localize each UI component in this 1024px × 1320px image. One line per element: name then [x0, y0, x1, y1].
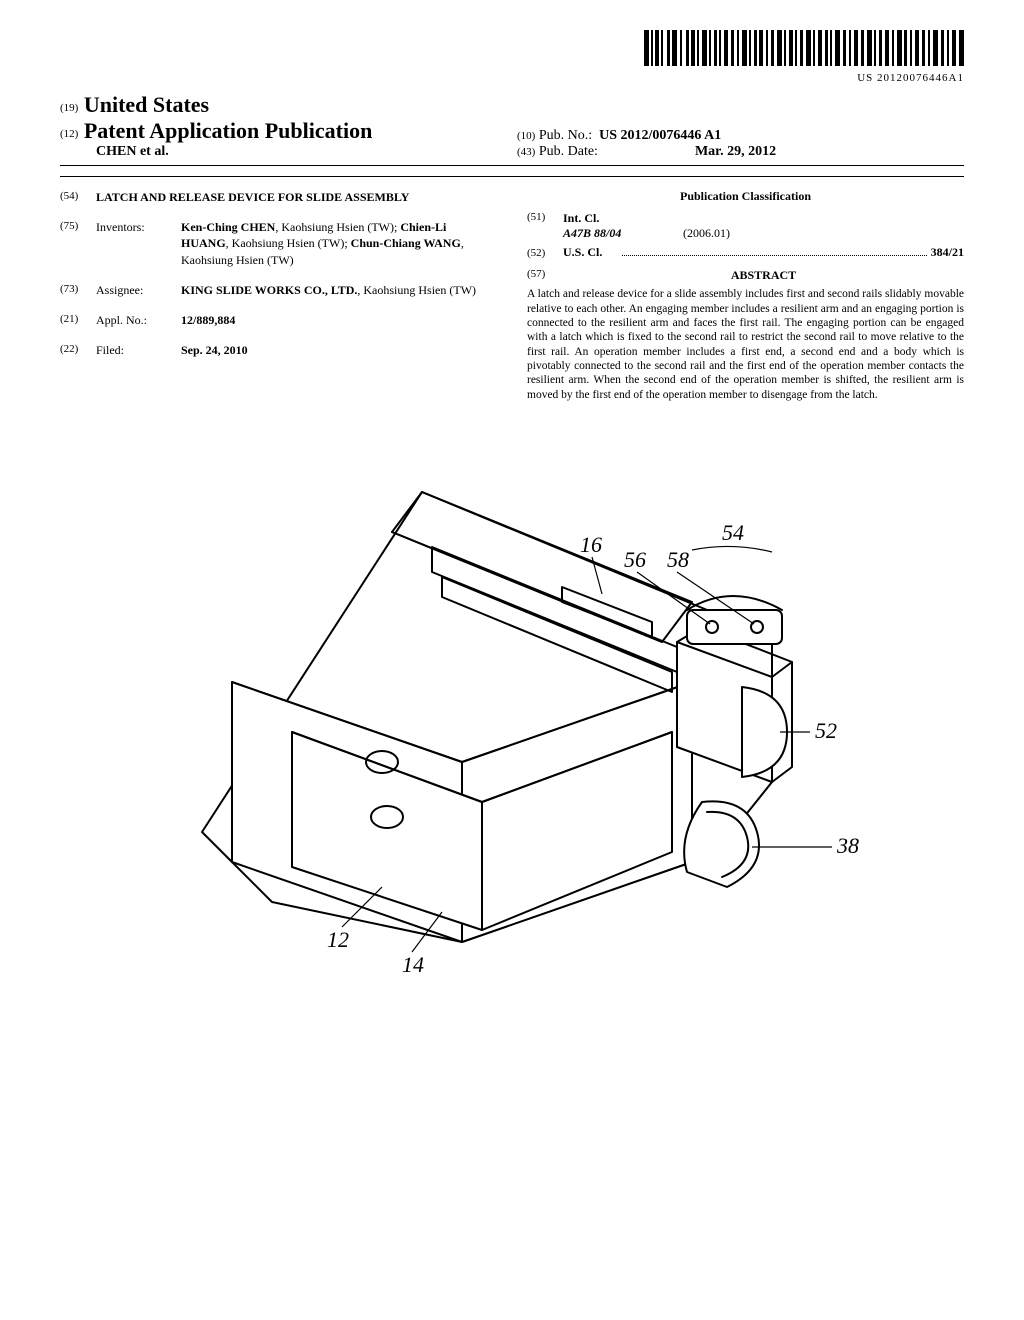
patent-figure: 12 14 16 56 58 54 52 38	[60, 432, 964, 1012]
pub-no-line: (10) Pub. No.: US 2012/0076446 A1	[517, 128, 964, 144]
intcl-row: (51) Int. Cl.	[527, 210, 964, 226]
fig-label-54: 54	[722, 520, 744, 545]
filed-value: Sep. 24, 2010	[181, 342, 497, 358]
left-column: (54) LATCH AND RELEASE DEVICE FOR SLIDE …	[60, 189, 497, 402]
applno-label: Appl. No.:	[96, 312, 181, 328]
fig-label-16: 16	[580, 532, 602, 557]
assignee-value: KING SLIDE WORKS CO., LTD., Kaohsiung Hs…	[181, 282, 497, 298]
code-57: (57)	[527, 268, 563, 283]
code-43: (43)	[517, 146, 535, 158]
inventors-label: Inventors:	[96, 219, 181, 268]
code-54: (54)	[60, 189, 96, 205]
intcl-year: (2006.01)	[683, 226, 730, 241]
code-19: (19)	[60, 102, 78, 114]
right-column: Publication Classification (51) Int. Cl.…	[527, 189, 964, 402]
uscl-value: 384/21	[931, 245, 964, 260]
fig-label-14: 14	[402, 952, 424, 977]
pub-no-label: Pub. No.:	[539, 128, 592, 143]
fig-label-38: 38	[836, 833, 859, 858]
header-row: (19) United States (12) Patent Applicati…	[60, 92, 964, 166]
abstract-text: A latch and release device for a slide a…	[527, 287, 964, 402]
country-text: United States	[84, 92, 209, 117]
pub-date-label: Pub. Date:	[539, 144, 598, 159]
code-22: (22)	[60, 342, 96, 358]
filed-block: (22) Filed: Sep. 24, 2010	[60, 342, 497, 358]
authors-header: CHEN et al.	[60, 144, 507, 160]
fig-label-52: 52	[815, 718, 837, 743]
uscl-row: (52) U.S. Cl. 384/21	[527, 245, 964, 260]
pub-date-line: (43) Pub. Date: Mar. 29, 2012	[517, 144, 964, 160]
intcl-code-row: A47B 88/04 (2006.01)	[527, 226, 964, 241]
fig-label-58: 58	[667, 547, 689, 572]
doc-type-text: Patent Application Publication	[84, 118, 372, 143]
filed-label: Filed:	[96, 342, 181, 358]
uscl-label: U.S. Cl.	[563, 245, 618, 260]
intcl-label: Int. Cl.	[563, 210, 618, 226]
fig-label-12: 12	[327, 927, 349, 952]
pub-class-heading: Publication Classification	[527, 189, 964, 204]
code-73: (73)	[60, 282, 96, 298]
barcode-number: US 20120076446A1	[60, 72, 964, 84]
applno-value: 12/889,884	[181, 312, 497, 328]
assignee-label: Assignee:	[96, 282, 181, 298]
code-51: (51)	[527, 210, 563, 226]
fig-label-56: 56	[624, 547, 646, 572]
assignee-block: (73) Assignee: KING SLIDE WORKS CO., LTD…	[60, 282, 497, 298]
inventors-value: Ken-Ching CHEN, Kaohsiung Hsien (TW); Ch…	[181, 219, 497, 268]
inventors-block: (75) Inventors: Ken-Ching CHEN, Kaohsiun…	[60, 219, 497, 268]
doc-type-line: (12) Patent Application Publication	[60, 118, 507, 144]
code-12: (12)	[60, 128, 78, 140]
country-line: (19) United States	[60, 92, 507, 118]
code-75: (75)	[60, 219, 96, 268]
code-52: (52)	[527, 247, 563, 259]
barcode	[644, 30, 964, 66]
intcl-code: A47B 88/04	[563, 226, 683, 241]
pub-no-value: US 2012/0076446 A1	[599, 128, 721, 143]
dotted-leader	[622, 255, 927, 256]
invention-title: LATCH AND RELEASE DEVICE FOR SLIDE ASSEM…	[96, 189, 497, 205]
code-21: (21)	[60, 312, 96, 328]
title-block: (54) LATCH AND RELEASE DEVICE FOR SLIDE …	[60, 189, 497, 205]
code-10: (10)	[517, 130, 535, 142]
abstract-heading-row: (57) ABSTRACT	[527, 268, 964, 283]
abstract-heading: ABSTRACT	[563, 268, 964, 283]
applno-block: (21) Appl. No.: 12/889,884	[60, 312, 497, 328]
barcode-block: US 20120076446A1	[60, 30, 964, 84]
pub-date-value: Mar. 29, 2012	[695, 144, 776, 159]
